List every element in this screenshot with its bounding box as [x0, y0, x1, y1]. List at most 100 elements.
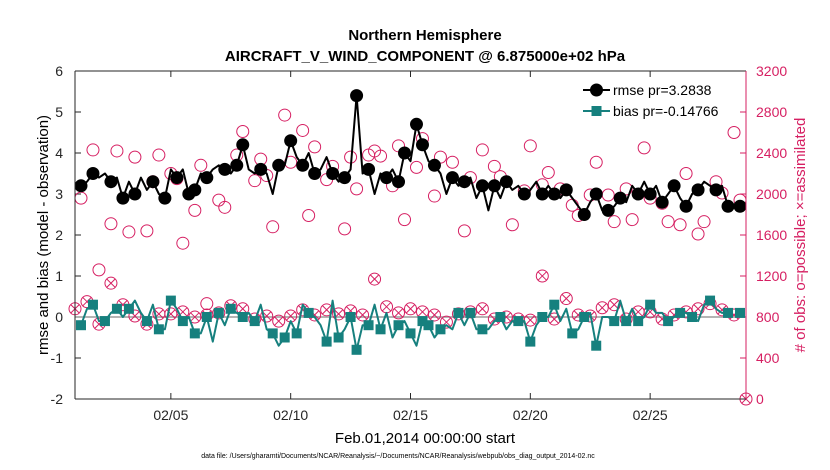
y-left-tick-label: -1: [51, 350, 64, 366]
rmse-marker: [667, 179, 681, 193]
obs-assimilated-cross: [190, 312, 200, 322]
bias-marker: [525, 336, 536, 347]
obs-assimilated-marker: [523, 313, 537, 327]
y-right-tick-label: 3200: [756, 63, 787, 79]
obs-assimilated-marker: [392, 306, 406, 320]
rmse-marker: [128, 187, 142, 201]
obs-possible-marker: [194, 158, 208, 172]
rmse-marker: [398, 146, 412, 160]
bias-marker: [723, 307, 734, 318]
bias-marker: [621, 316, 632, 327]
rmse-marker: [254, 162, 268, 176]
obs-assimilated-cross: [322, 305, 332, 315]
x-tick-label: 02/25: [633, 407, 668, 423]
obs-possible-marker: [296, 123, 310, 137]
obs-assimilated-circle: [212, 306, 226, 320]
obs-assimilated-cross: [537, 271, 547, 281]
bias-marker: [645, 299, 656, 310]
rmse-marker: [392, 175, 406, 189]
obs-possible-marker: [505, 218, 519, 232]
rmse-marker: [380, 171, 394, 185]
obs-possible-marker: [86, 143, 100, 157]
chart-title: Northern Hemisphere: [348, 27, 501, 44]
rmse-marker: [709, 183, 723, 197]
data-file-footnote: data file: /Users/gharamti/Documents/NCA…: [201, 453, 595, 460]
y-right-tick-label: 1200: [756, 268, 787, 284]
obs-assimilated-marker: [320, 303, 334, 317]
obs-assimilated-marker: [559, 292, 573, 306]
obs-assimilated-cross: [238, 304, 248, 314]
y-right-tick-label: 2800: [756, 104, 787, 120]
obs-assimilated-marker: [535, 269, 549, 283]
obs-possible-marker: [338, 222, 352, 236]
y-right-tick-label: 2400: [756, 145, 787, 161]
rmse-marker: [577, 208, 591, 221]
obs-assimilated-cross: [525, 315, 535, 325]
rmse-marker: [457, 175, 471, 189]
obs-assimilated-cross: [609, 300, 619, 310]
rmse-marker: [284, 134, 298, 148]
rmse-marker: [146, 175, 160, 189]
obs-possible-marker: [248, 174, 262, 188]
obs-assimilated-marker: [475, 302, 489, 316]
obs-assimilated-cross: [106, 278, 116, 288]
obs-possible-marker: [218, 200, 232, 214]
bias-marker: [153, 324, 164, 335]
obs-possible-marker: [188, 203, 202, 217]
obs-assimilated-cross: [405, 304, 416, 314]
rmse-marker: [308, 167, 322, 180]
rmse-marker: [362, 162, 376, 176]
bias-marker: [321, 336, 332, 347]
obs-assimilated-circle: [260, 309, 274, 323]
chart-subtitle: AIRCRAFT_V_WIND_COMPONENT @ 6.875000e+02…: [225, 48, 626, 65]
rmse-marker: [170, 171, 184, 185]
bias-marker: [249, 316, 260, 327]
obs-possible-marker: [607, 215, 621, 229]
obs-assimilated-circle: [128, 309, 142, 323]
bias-marker: [405, 328, 416, 339]
rmse-marker: [230, 158, 244, 172]
obs-assimilated-marker: [104, 276, 118, 290]
obs-possible-marker: [487, 159, 501, 173]
obs-possible-marker: [152, 148, 166, 162]
obs-assimilated-cross: [549, 314, 559, 324]
obs-possible-marker: [625, 213, 639, 227]
obs-possible-marker: [278, 108, 292, 122]
obs-assimilated-circle: [475, 302, 489, 316]
bias-marker: [705, 295, 716, 306]
rmse-marker: [116, 191, 130, 205]
rmse-marker: [188, 183, 202, 197]
bias-marker: [513, 316, 524, 327]
rmse-marker: [547, 187, 561, 201]
obs-assimilated-cross: [561, 293, 571, 304]
obs-possible-marker: [475, 143, 489, 157]
obs-assimilated-marker: [595, 301, 609, 315]
rmse-marker: [643, 187, 657, 201]
obs-possible-marker: [409, 160, 423, 174]
bias-marker: [99, 316, 110, 327]
y-right-tick-label: 0: [756, 391, 764, 407]
x-tick-label: 02/05: [153, 407, 188, 423]
bias-marker: [663, 316, 674, 327]
obs-possible-marker: [619, 182, 633, 196]
y-left-tick-label: 1: [55, 268, 63, 284]
obs-assimilated-circle: [535, 269, 549, 283]
obs-possible-marker: [176, 236, 190, 250]
bias-marker: [75, 320, 86, 331]
rmse-marker: [589, 187, 603, 201]
y-right-tick-label: 1600: [756, 227, 787, 243]
rmse-marker: [86, 167, 100, 180]
obs-possible-marker: [673, 218, 687, 232]
obs-assimilated-marker: [427, 308, 441, 322]
obs-assimilated-circle: [320, 303, 334, 317]
bias-marker: [123, 303, 134, 314]
obs-assimilated-cross: [429, 310, 440, 320]
legend-bias-marker: [591, 106, 602, 116]
bias-marker: [201, 312, 212, 322]
rmse-marker: [296, 158, 310, 172]
rmse-marker: [415, 138, 429, 152]
obs-assimilated-marker: [607, 298, 621, 312]
bias-marker: [417, 316, 428, 327]
series-group: [74, 89, 747, 355]
obs-possible-marker: [92, 263, 106, 277]
